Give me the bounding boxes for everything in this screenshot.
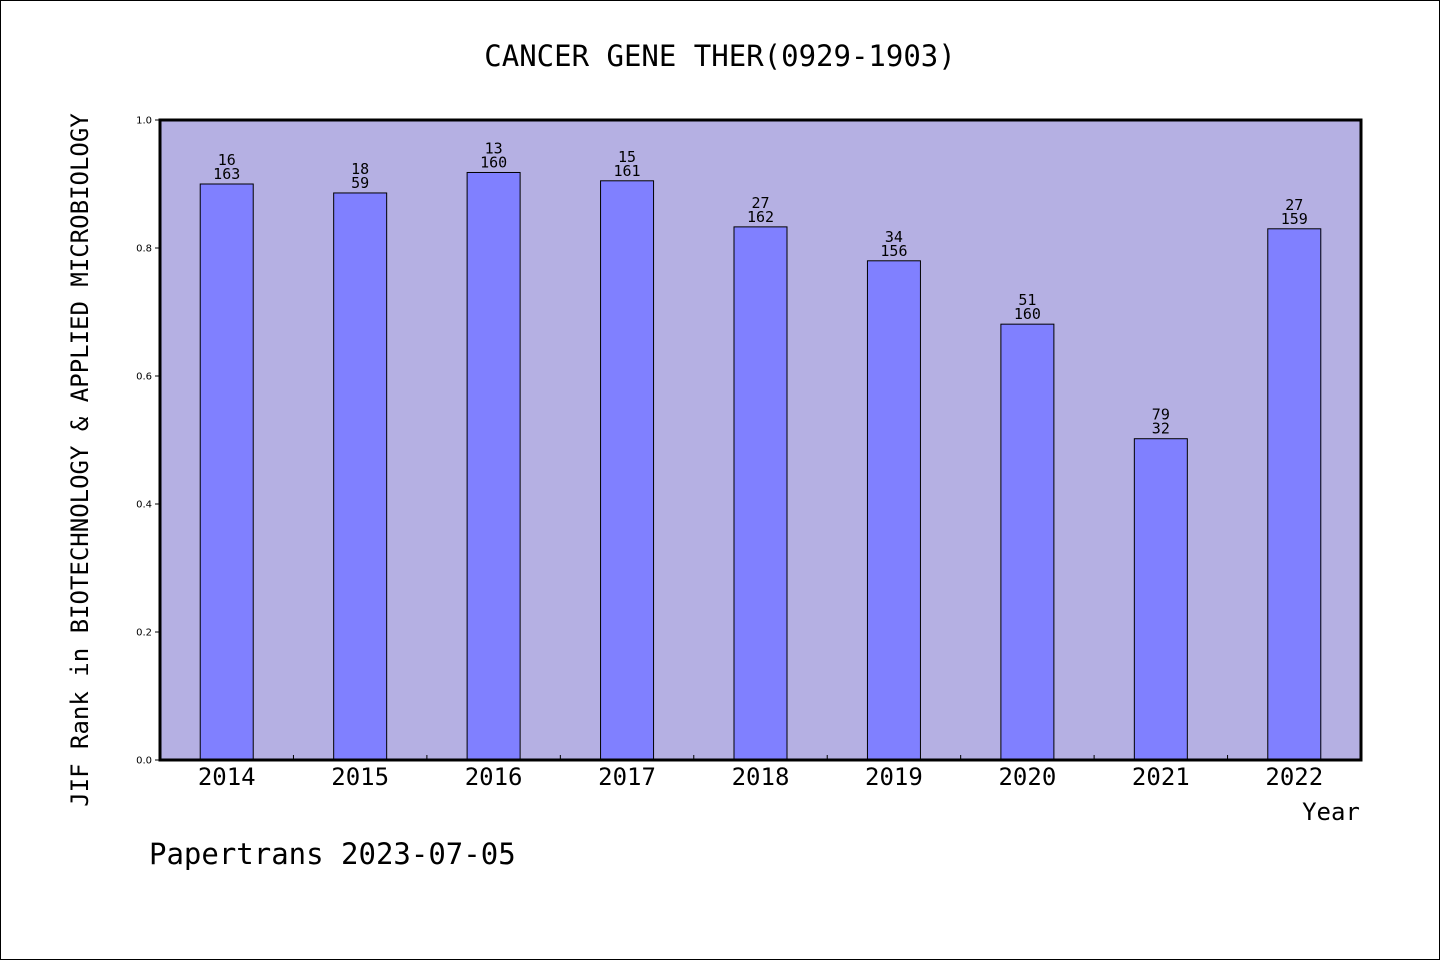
x-tick-label: 2014 <box>198 763 256 791</box>
y-axis-label: JIF Rank in BIOTECHNOLOGY & APPLIED MICR… <box>66 113 94 807</box>
x-tick-label: 2018 <box>732 763 790 791</box>
bar-label-rank: 15 <box>618 148 636 166</box>
chart-title: CANCER GENE THER(0929-1903) <box>484 39 955 73</box>
y-tick-label: 0.4 <box>136 500 152 511</box>
bar-label-rank: 16 <box>218 151 236 169</box>
x-tick-label: 2017 <box>598 763 656 791</box>
bar-2018 <box>733 226 788 761</box>
bar-label-total: 59 <box>351 174 369 192</box>
y-tick-label: 0.0 <box>136 756 152 767</box>
bar-label-rank: 51 <box>1018 291 1036 309</box>
bar-label-rank: 79 <box>1152 406 1170 424</box>
bar-2017 <box>600 180 655 761</box>
footer-credit: Papertrans 2023-07-05 <box>149 837 516 871</box>
x-tick-label: 2021 <box>1132 763 1190 791</box>
bar-2021 <box>1133 438 1188 761</box>
x-tick-label: 2015 <box>331 763 389 791</box>
bar-label-rank: 34 <box>885 228 903 246</box>
bar-label-rank: 18 <box>351 160 369 178</box>
y-tick-label: 0.6 <box>136 372 152 383</box>
bar-label-rank: 13 <box>485 139 503 157</box>
bar-2022 <box>1267 228 1322 761</box>
bar-2014 <box>199 183 254 761</box>
bars-group <box>199 171 1322 761</box>
bar-2015 <box>333 192 388 761</box>
x-tick-label: 2020 <box>998 763 1056 791</box>
bar-label-total: 160 <box>1014 305 1041 323</box>
bar-label-total: 161 <box>614 162 641 180</box>
bar-label-total: 162 <box>747 208 774 226</box>
x-axis-label: Year <box>1302 798 1360 826</box>
y-tick-label: 0.2 <box>136 628 152 639</box>
bar-label-rank: 27 <box>751 194 769 212</box>
y-axis: 0.0 0.2 0.4 0.6 0.8 1.0 <box>136 116 160 767</box>
bar-label-total: 156 <box>880 242 907 260</box>
bar-label-total: 163 <box>213 165 240 183</box>
bar-2016 <box>466 171 521 761</box>
x-tick-label: 2016 <box>465 763 523 791</box>
bar-label-total: 159 <box>1281 210 1308 228</box>
bar-label-rank: 27 <box>1285 196 1303 214</box>
bar-2020 <box>1000 323 1055 761</box>
y-tick-label: 1.0 <box>136 116 152 127</box>
x-tick-label: 2022 <box>1265 763 1323 791</box>
x-axis: 2014 2015 2016 2017 2018 2019 2020 2021 2022 <box>198 755 1323 791</box>
bar-label-total: 160 <box>480 153 507 171</box>
bar-2019 <box>866 260 921 761</box>
bar-label-total: 32 <box>1152 420 1170 438</box>
plot-border <box>158 118 1363 762</box>
y-tick-label: 0.8 <box>136 244 152 255</box>
x-tick-label: 2019 <box>865 763 923 791</box>
